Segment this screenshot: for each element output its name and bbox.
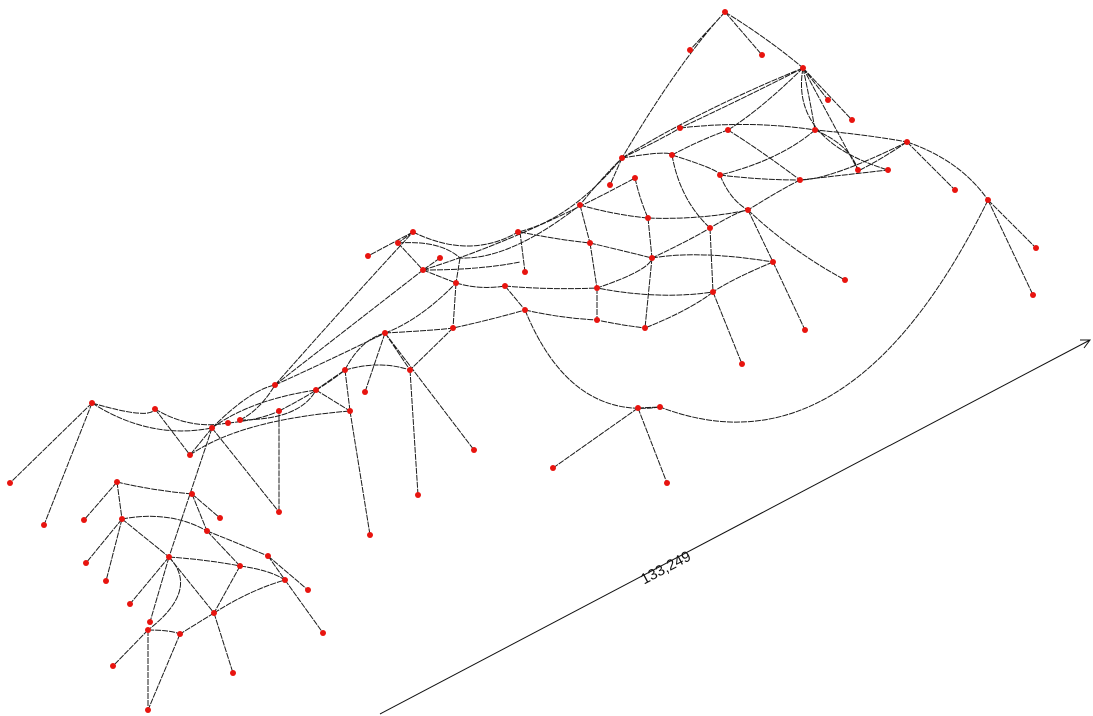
dimension: 133,249 [379, 339, 1091, 715]
nodes [7, 9, 1039, 713]
cable-net [9, 11, 1037, 711]
dimension-line [379, 339, 1091, 715]
dimension-label: 133,249 [638, 548, 694, 588]
dimension-arrow [1080, 339, 1091, 349]
